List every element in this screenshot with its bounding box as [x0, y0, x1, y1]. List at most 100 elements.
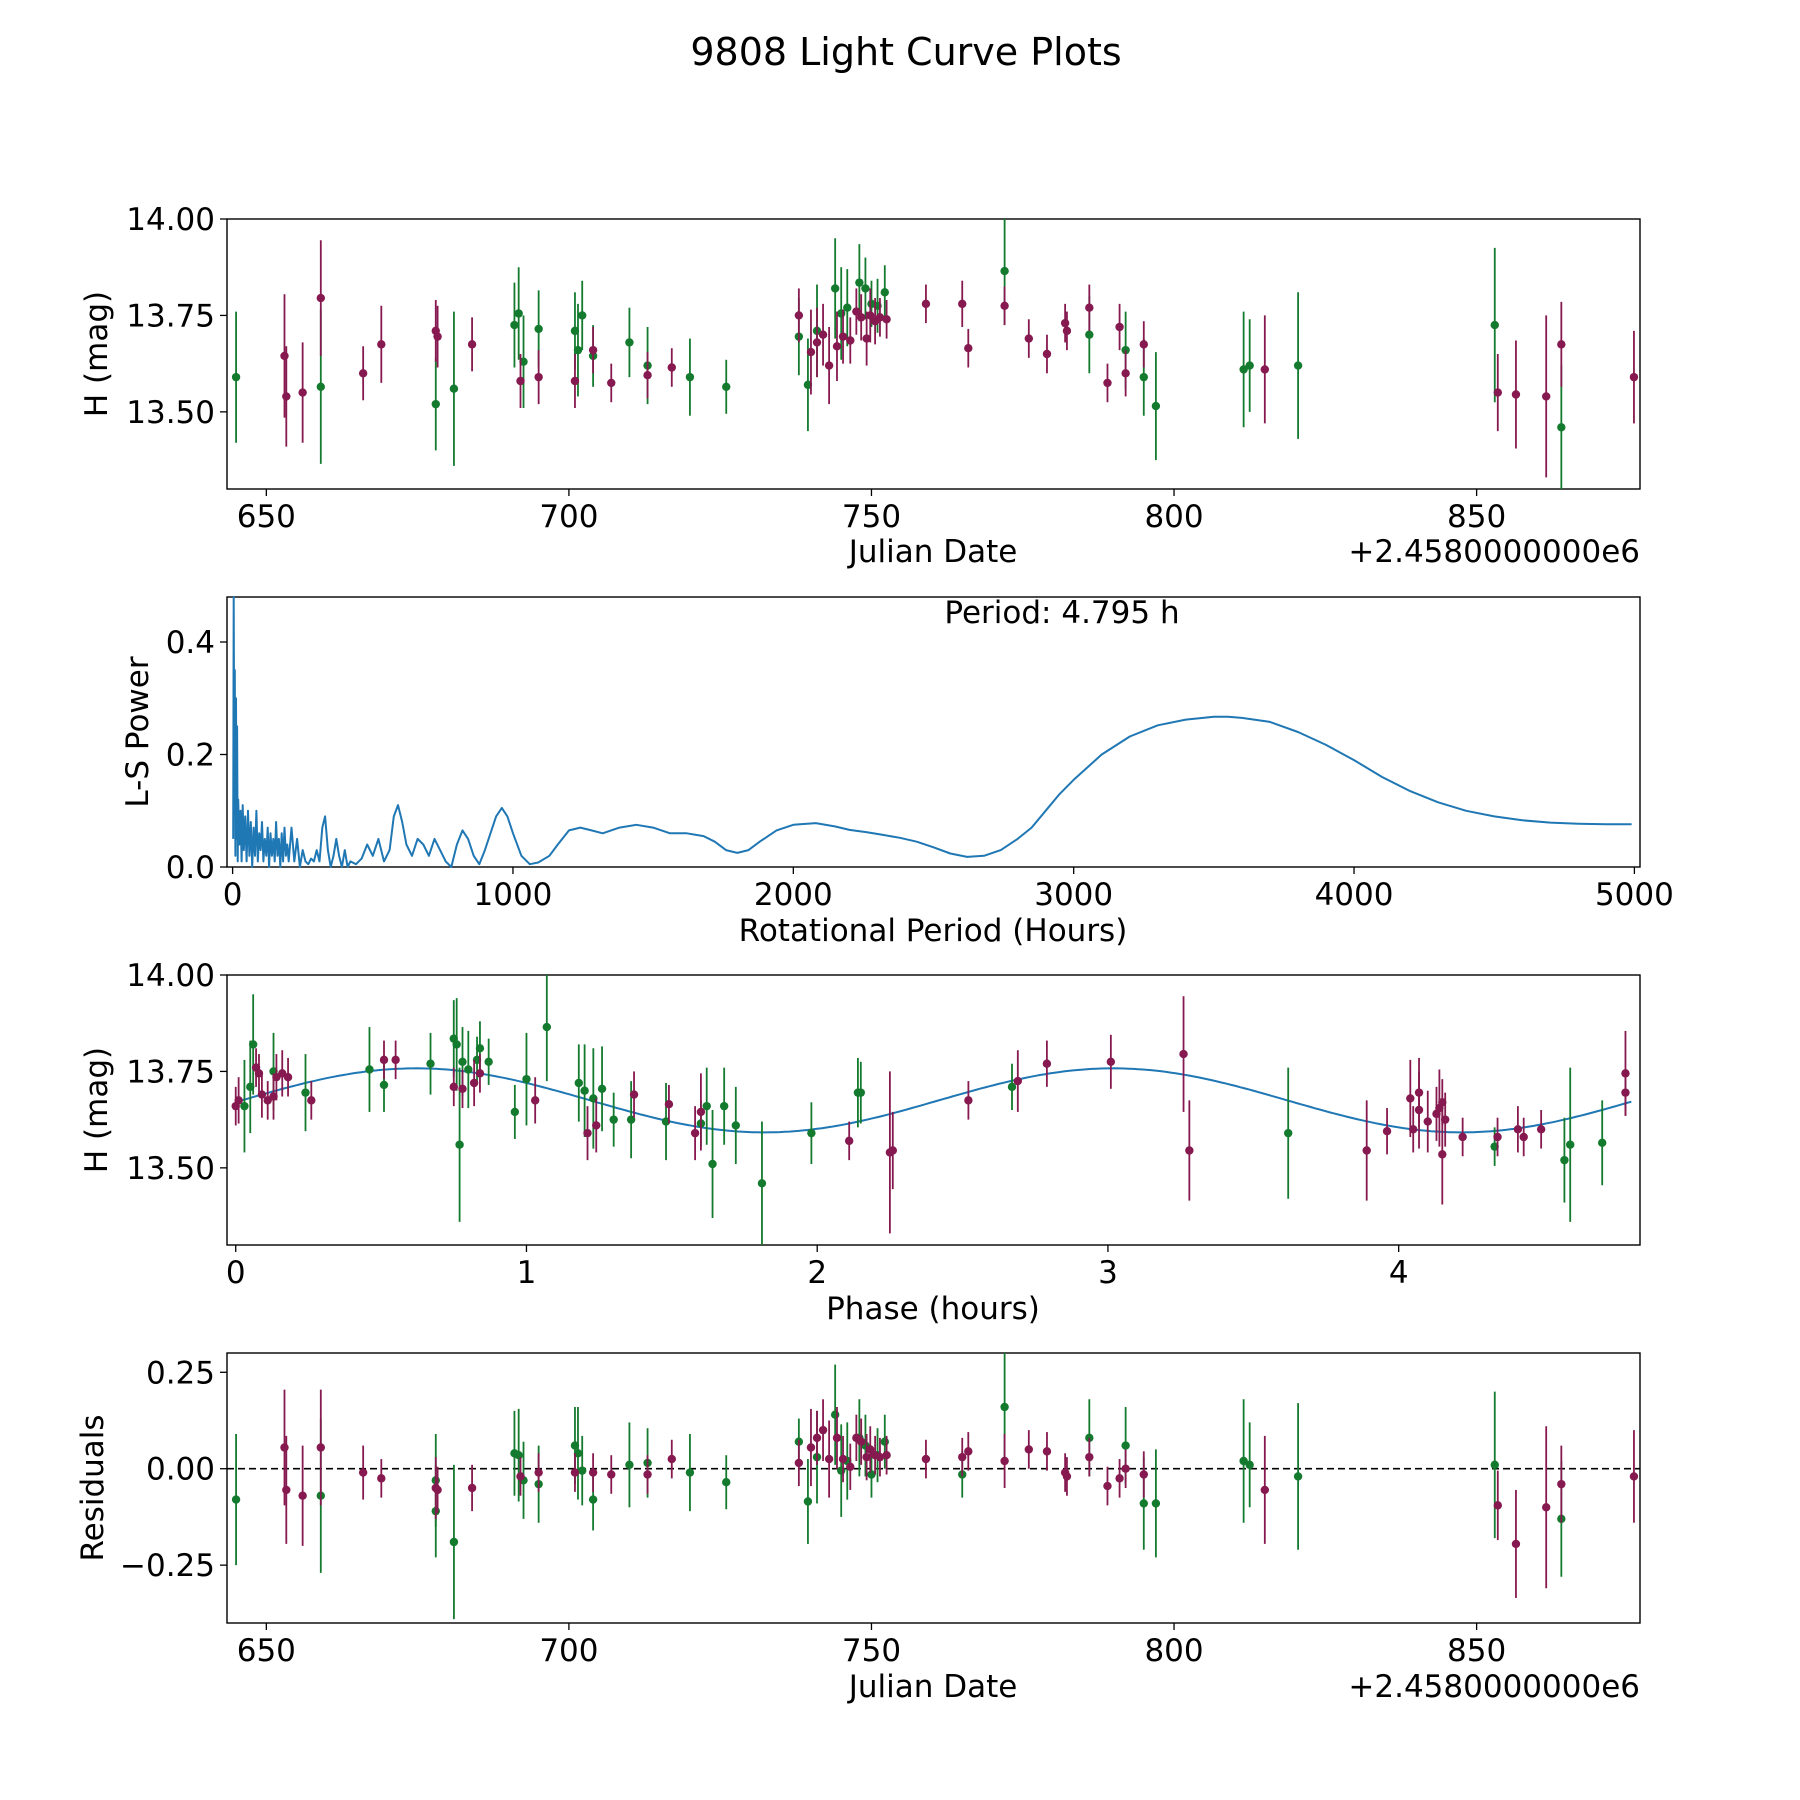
periodogram-xlabel: Rotational Period (Hours): [739, 913, 1128, 949]
data-point: [583, 1128, 592, 1138]
data-point: [1185, 1146, 1194, 1155]
data-point: [1115, 322, 1124, 332]
data-point: [307, 1096, 316, 1105]
data-point: [830, 284, 840, 293]
data-point: [1103, 378, 1112, 388]
data-point: [1000, 1402, 1009, 1412]
data-point: [1239, 365, 1248, 374]
periodogram-ticks: 0 1000 2000 3000 4000 5000 0.0 0.2 0.4: [166, 625, 1674, 913]
x-tick-label: 4000: [1315, 877, 1394, 913]
data-point: [807, 1128, 816, 1138]
data-point: [803, 380, 813, 390]
light-curve-ylabel: H (mag): [79, 291, 115, 417]
data-point: [846, 336, 855, 345]
x-tick-label: 0: [223, 877, 243, 913]
data-point: [875, 313, 885, 322]
data-point: [534, 1468, 543, 1477]
data-point: [391, 1055, 400, 1065]
data-point: [510, 320, 519, 330]
data-point: [1519, 1132, 1528, 1142]
data-point: [1493, 1501, 1502, 1510]
data-point: [1542, 392, 1551, 401]
data-point: [542, 1022, 552, 1032]
data-point: [573, 1449, 583, 1458]
data-point: [514, 1451, 523, 1460]
data-point: [516, 1472, 525, 1481]
data-point: [231, 1495, 241, 1504]
data-point: [1106, 1057, 1116, 1066]
data-point: [316, 1443, 325, 1452]
data-point: [1013, 1076, 1023, 1086]
data-point: [685, 1468, 695, 1477]
x-tick-label: 2000: [754, 877, 833, 913]
data-point: [379, 1080, 389, 1090]
data-point: [570, 326, 580, 336]
data-point: [855, 278, 864, 287]
data-point: [234, 1096, 243, 1105]
data-point: [280, 1443, 289, 1452]
x-tick-label: 650: [237, 1633, 296, 1669]
data-point: [731, 1121, 740, 1130]
data-point: [1121, 1441, 1130, 1450]
x-tick-label: 800: [1144, 499, 1203, 535]
data-point: [1406, 1094, 1415, 1103]
data-point: [1000, 301, 1009, 310]
data-point: [664, 1100, 674, 1109]
data-point: [1245, 361, 1254, 370]
data-point: [882, 1451, 891, 1460]
data-point: [1511, 390, 1521, 399]
data-point: [1542, 1503, 1551, 1512]
data-point: [722, 382, 731, 391]
data-point: [824, 361, 834, 370]
data-point: [803, 1497, 813, 1506]
data-point: [880, 1437, 889, 1446]
y-tick-label: 0.2: [166, 738, 215, 774]
phase-fold-axes-frame: [226, 974, 1641, 1246]
figure-title: 9808 Light Curve Plots: [690, 30, 1121, 74]
data-point: [365, 1065, 374, 1074]
data-point: [607, 1470, 616, 1479]
data-point: [607, 378, 616, 388]
data-point: [702, 1101, 711, 1111]
data-point: [757, 1179, 767, 1188]
x-tick-label: 700: [539, 1633, 598, 1669]
data-point: [818, 330, 828, 339]
data-point: [1062, 1472, 1072, 1481]
data-point: [818, 1425, 828, 1435]
data-point: [449, 1537, 459, 1547]
data-point: [866, 1445, 875, 1454]
data-point: [837, 309, 846, 318]
data-point: [921, 1454, 931, 1464]
data-point: [838, 332, 848, 341]
data-point: [862, 1452, 871, 1462]
data-point: [522, 1074, 531, 1084]
data-point: [1490, 320, 1499, 330]
data-point: [812, 338, 822, 347]
data-point: [921, 299, 931, 309]
data-point: [516, 376, 525, 386]
data-point: [1621, 1088, 1630, 1097]
data-point: [1139, 340, 1148, 349]
data-point: [625, 1460, 634, 1470]
data-point: [629, 1090, 639, 1099]
x-tick-label: 750: [842, 499, 901, 535]
residuals-points: [227, 1353, 1640, 1620]
data-point: [1060, 318, 1070, 328]
data-point: [578, 311, 587, 320]
data-point: [643, 1470, 652, 1479]
x-tick-label: 650: [237, 499, 296, 535]
data-point: [1151, 1499, 1161, 1508]
light-curve-panel: 650 700 750 800 850 13.50 13.75 14.00 Julian Da…: [79, 202, 1641, 570]
data-point: [1042, 1059, 1052, 1068]
data-point: [1239, 1456, 1248, 1466]
data-point: [449, 384, 459, 393]
data-point: [248, 1040, 258, 1049]
data-point: [1000, 1456, 1009, 1466]
data-point: [467, 340, 477, 349]
data-point: [534, 324, 543, 334]
data-point: [685, 372, 695, 382]
data-point: [832, 1433, 842, 1443]
data-point: [316, 382, 325, 391]
data-point: [1557, 340, 1566, 349]
